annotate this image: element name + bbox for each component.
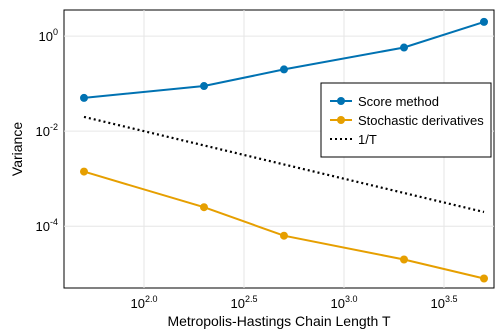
y-tick-label-0: 100 [39, 27, 58, 44]
legend-label-1: Stochastic derivatives [358, 113, 484, 128]
series-1-point-3 [400, 255, 408, 264]
series-1-point-4 [480, 274, 488, 283]
y-tick-label-2: 10-4 [36, 217, 58, 234]
series-0-point-1 [200, 82, 208, 91]
y-axis-title: Variance [9, 122, 25, 176]
series-1-point-0 [80, 167, 88, 176]
legend-marker-0 [337, 97, 345, 105]
y-tick-label-1: 10-2 [36, 122, 58, 139]
series-0-point-2 [280, 65, 288, 74]
x-tick-labels: 102.0 102.5 103.0 103.5 [131, 294, 458, 311]
series-0-point-3 [400, 43, 408, 52]
legend-label-2: 1/T [358, 132, 377, 147]
x-axis-title: Metropolis-Hastings Chain Length T [167, 313, 391, 329]
legend: Score method Stochastic derivatives 1/T [320, 82, 492, 158]
x-tick-label-2: 103.0 [331, 294, 358, 311]
series-0-point-4 [480, 17, 488, 26]
legend-label-0: Score method [358, 94, 439, 109]
series-1-point-2 [280, 231, 288, 240]
x-tick-label-1: 102.5 [231, 294, 258, 311]
x-tick-label-3: 103.5 [431, 294, 458, 311]
series-1-point-1 [200, 203, 208, 212]
series-layer [80, 17, 488, 283]
x-tick-label-0: 102.0 [131, 294, 158, 311]
series-0-point-0 [80, 93, 88, 102]
series-line-2 [83, 115, 485, 214]
legend-marker-1 [337, 116, 345, 124]
y-tick-labels: 100 10-2 10-4 [36, 27, 58, 234]
